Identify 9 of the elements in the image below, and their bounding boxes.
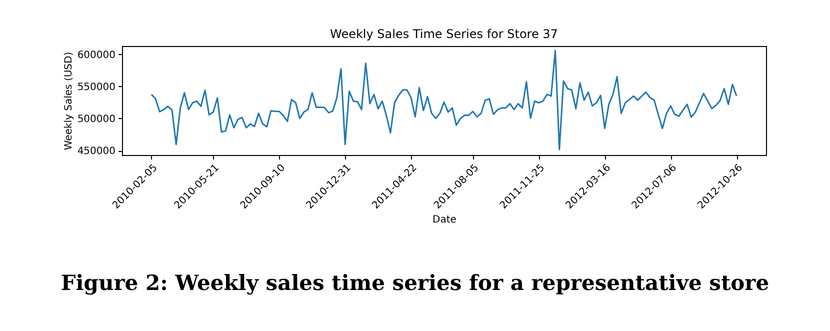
y-tick-label: 550000: [77, 82, 116, 93]
chart-title: Weekly Sales Time Series for Store 37: [330, 27, 558, 41]
line-series: [150, 50, 738, 150]
x-axis-title: Date: [432, 214, 456, 226]
y-axis-title: Weekly Sales (USD): [63, 52, 74, 150]
y-tick-label: 500000: [77, 114, 116, 125]
caption: Figure 2: Weekly sales time series for a representative store: [60, 270, 770, 295]
y-tick-label: 450000: [77, 146, 116, 158]
y-tick-label: 600000: [77, 50, 116, 61]
